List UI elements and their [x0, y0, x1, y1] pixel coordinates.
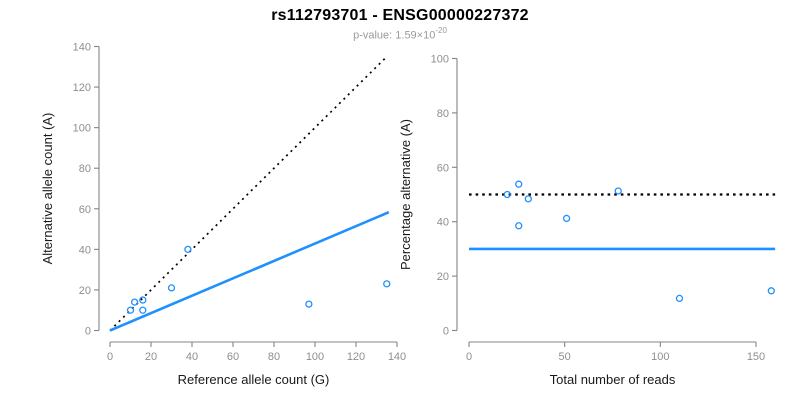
data-point [139, 296, 147, 304]
figure-title: rs112793701 - ENSG00000227372 [271, 7, 529, 24]
x-tick-label: 60 [227, 351, 239, 363]
x-axis-title: Total number of reads [550, 372, 676, 387]
x-tick-label: 0 [466, 351, 472, 363]
x-tick-label: 150 [747, 351, 765, 363]
y-tick-label: 0 [443, 326, 449, 338]
x-tick-label: 100 [651, 351, 669, 363]
y-tick-label: 0 [85, 326, 91, 338]
data-point [305, 300, 313, 308]
y-tick-label: 40 [79, 244, 91, 256]
x-tick-label: 120 [347, 351, 365, 363]
right-scatter-plot: 0 50 100 150 0 20 40 60 80 100 Total number of rea… [398, 54, 776, 387]
y-tick-label: 20 [79, 285, 91, 297]
y-tick-label: 20 [437, 271, 449, 283]
data-point [614, 187, 622, 195]
y-tick-label: 60 [79, 204, 91, 216]
data-point [184, 245, 192, 254]
y-axis-title: Alternative allele count (A) [40, 113, 55, 265]
y-tick-label: 120 [73, 82, 91, 94]
y-tick-label: 140 [73, 41, 91, 53]
expected-ratio-line [109, 211, 390, 332]
data-point [767, 287, 775, 295]
x-tick-label: 40 [186, 351, 198, 363]
x-tick-label: 0 [107, 351, 113, 363]
pvalue-exponent: -20 [435, 26, 447, 35]
data-point [562, 214, 571, 223]
y-tick-label: 80 [437, 108, 449, 120]
figure-subtitle: p-value: 1.59×10-20 [0, 26, 800, 42]
data-point [675, 294, 684, 303]
data-point [383, 280, 391, 288]
x-tick-label: 20 [145, 351, 157, 363]
x-tick-label: 140 [388, 351, 406, 363]
identity-line [109, 56, 388, 332]
y-tick-label: 100 [73, 123, 91, 135]
x-tick-label: 80 [268, 351, 280, 363]
x-axis-title: Reference allele count (G) [178, 372, 330, 387]
y-axis-title: Percentage alternative (A) [398, 119, 413, 270]
data-point [503, 190, 511, 199]
y-tick-label: 40 [437, 217, 449, 229]
data-point [515, 222, 523, 230]
y-tick-label: 60 [437, 162, 449, 174]
data-point [167, 284, 176, 292]
left-scatter-plot: 0 20 40 60 80 100 120 140 0 20 40 60 80 100 120 140 Refe… [40, 41, 406, 387]
data-point [524, 195, 532, 203]
data-point [139, 306, 147, 314]
data-point [126, 306, 135, 314]
data-point [130, 298, 139, 306]
x-tick-label: 50 [559, 351, 571, 363]
data-point [515, 180, 523, 188]
x-tick-label: 100 [306, 351, 324, 363]
pvalue-text: p-value: 1.59×10 [353, 29, 436, 42]
y-tick-label: 80 [79, 163, 91, 175]
y-tick-label: 100 [431, 54, 449, 66]
